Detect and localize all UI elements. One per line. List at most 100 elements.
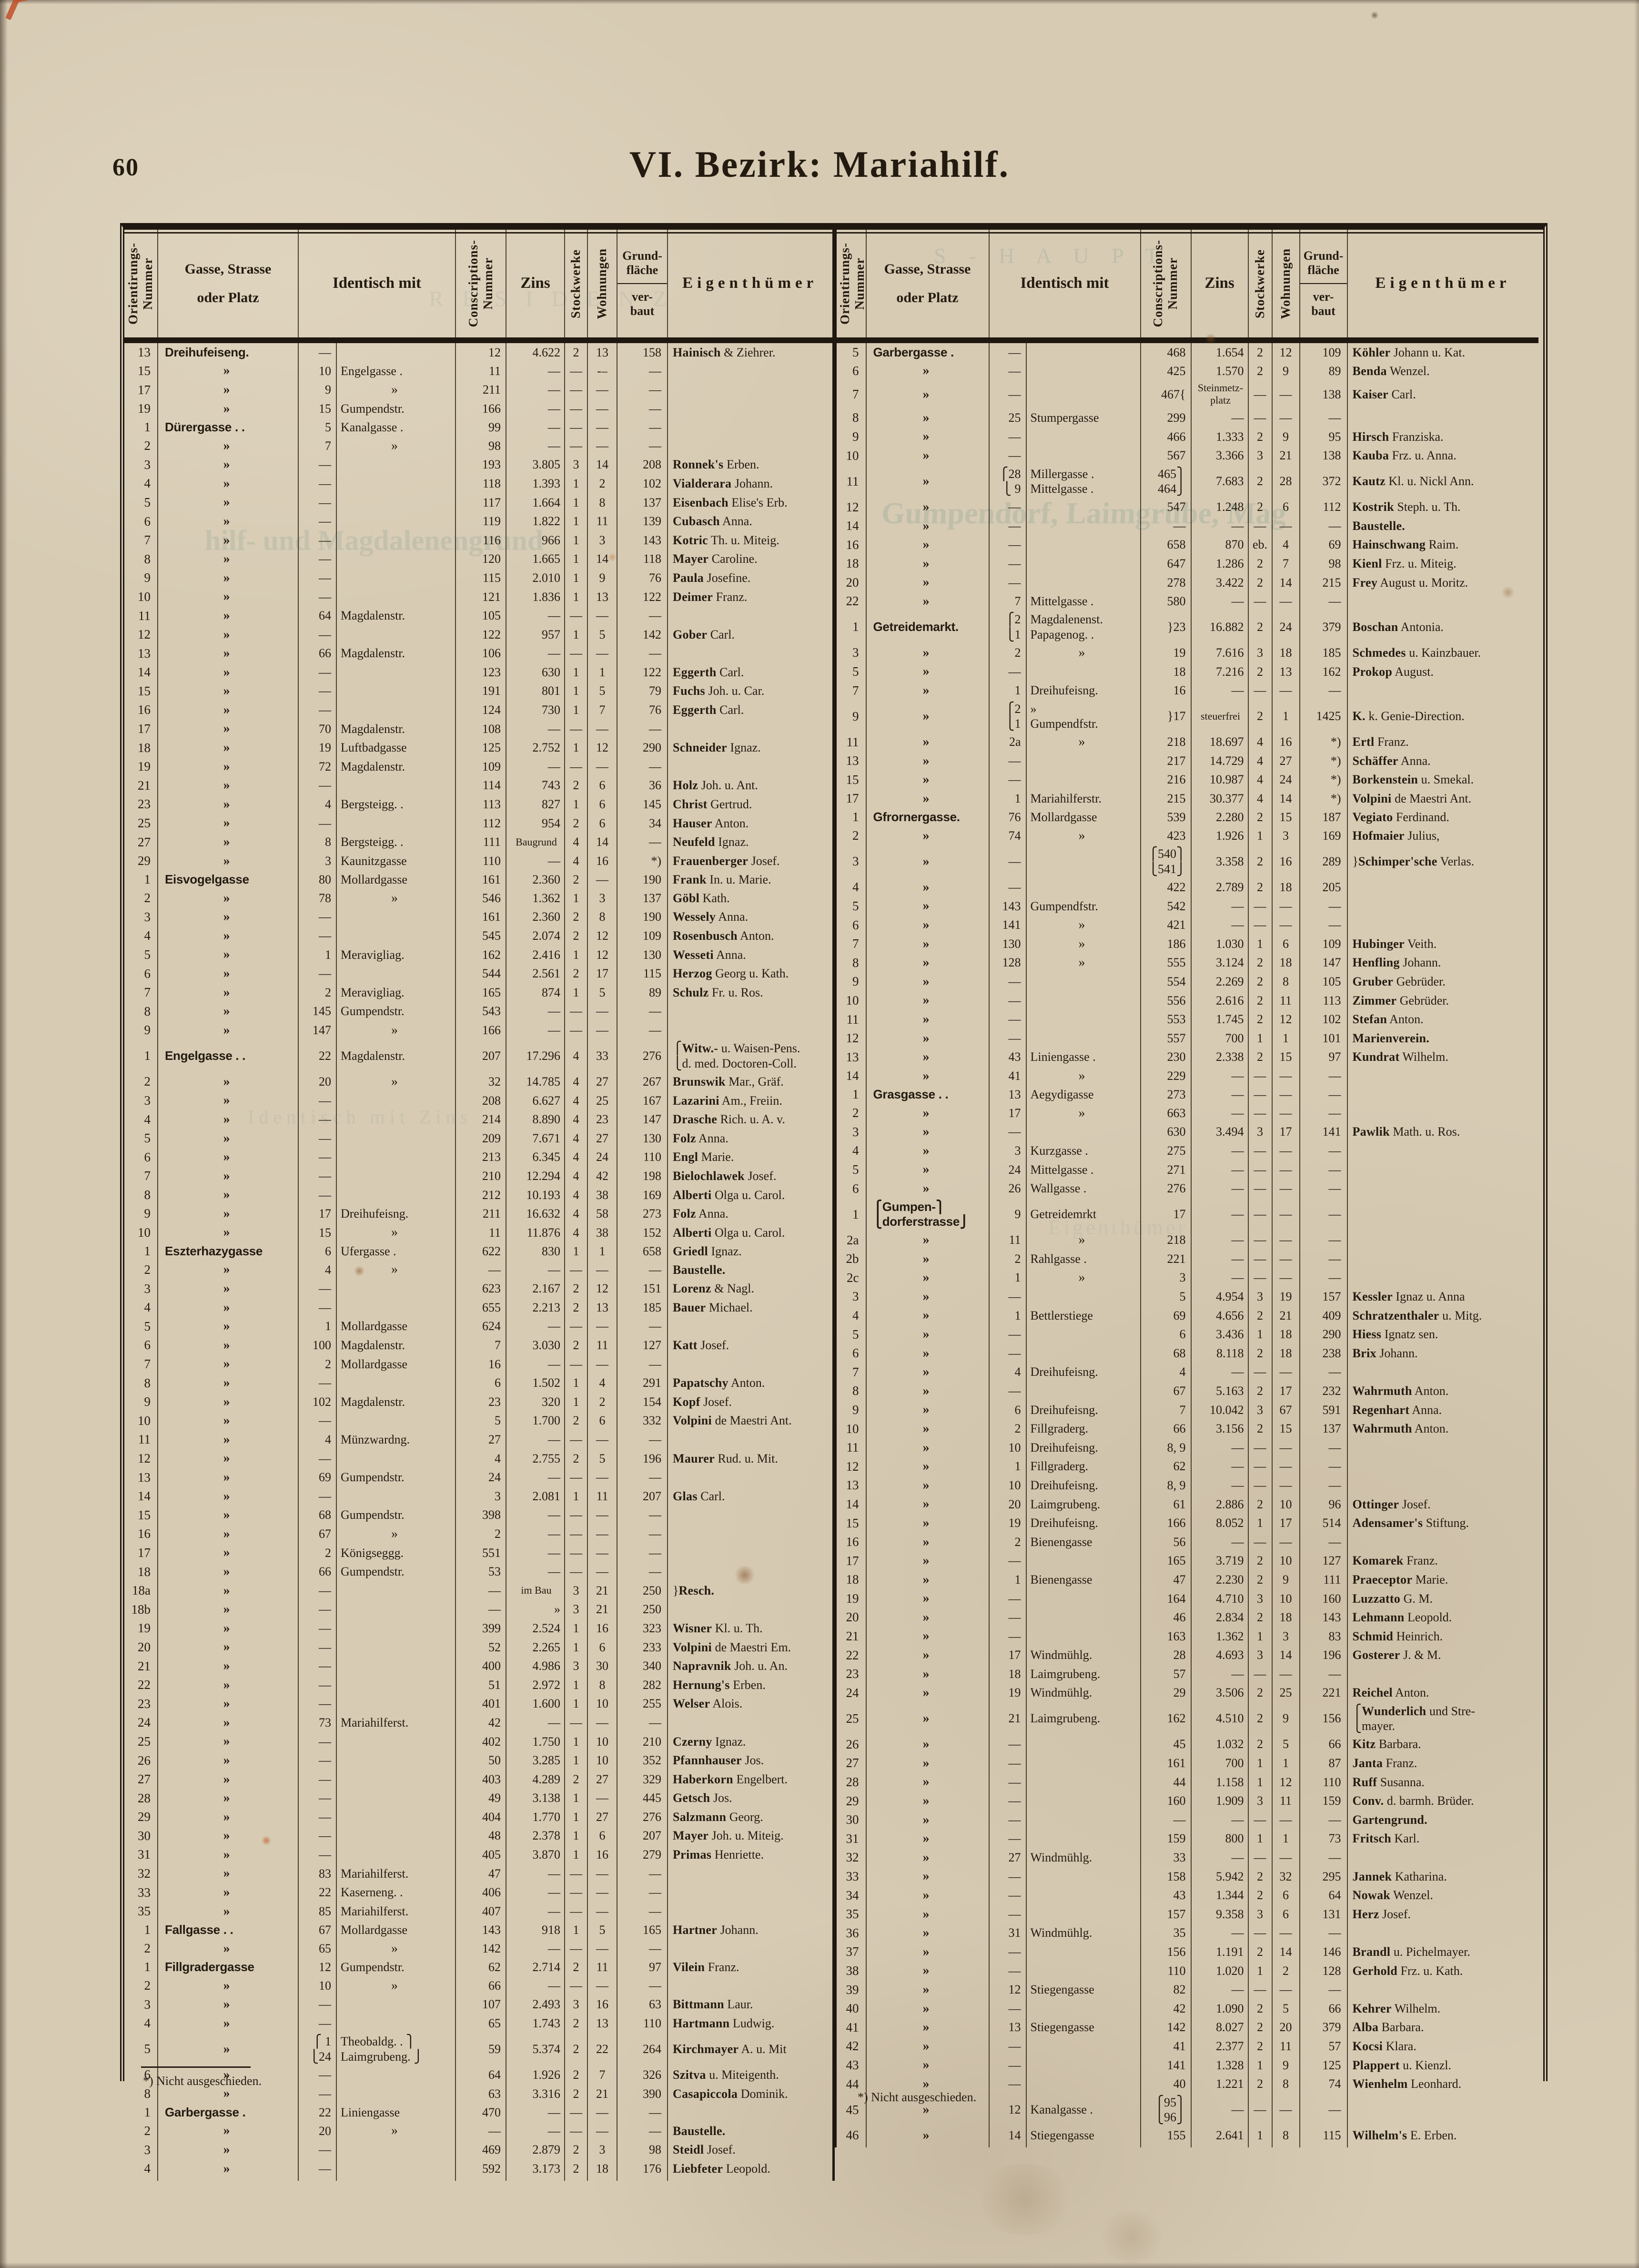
- table-row: 15» 10 Engelgasse . 11— — -– —: [124, 361, 833, 380]
- table-row: 27» 8 Bergsteigg. . 111 Baugrund 4 14— Neufeld …: [124, 833, 833, 852]
- cell-stock: 3: [1247, 1122, 1272, 1141]
- cell-cons: 56: [1140, 1532, 1191, 1552]
- cell-cons: 547: [1140, 497, 1191, 517]
- cell-orient: 5: [852, 345, 859, 359]
- cell-stock: 2: [564, 2033, 587, 2065]
- table-row: 11» 2a» 218 18.697 4 16 *) Ertl Franz.: [836, 732, 1538, 752]
- cell-street: »: [157, 1468, 298, 1487]
- cell-cons: 52: [455, 1637, 506, 1657]
- cell-empty: [667, 2178, 833, 2181]
- cell-street: »: [157, 1675, 298, 1695]
- cell-zins: 1.822: [506, 511, 565, 531]
- cell-flaeche: *): [617, 851, 668, 871]
- cell-wohn: 38: [587, 1223, 617, 1242]
- cell-flaeche: —: [617, 1543, 668, 1562]
- cell-orient: 25: [138, 1734, 151, 1749]
- col-header-gasse: Gasse, Strasse oder Platz: [157, 230, 298, 343]
- cell-wohn: 4: [1271, 535, 1300, 554]
- cell-stock: —: [564, 361, 587, 380]
- cell-owner: [667, 1713, 833, 1732]
- cell-orient: 14: [138, 1489, 151, 1504]
- table-row: 5» 24 Mittelgasse . 271— — — —: [836, 1160, 1538, 1180]
- cell-orient: 1: [144, 1048, 151, 1063]
- cell-street: »: [865, 516, 989, 536]
- cell-num: 10: [988, 1438, 1026, 1457]
- cell-wohn: —: [1271, 1141, 1300, 1160]
- cell-orient: 44: [846, 2076, 859, 2091]
- table-row: 12» 1 Fillgraderg. 62— — — —: [836, 1457, 1538, 1476]
- cell-street: »: [865, 751, 989, 771]
- cell-num: 43: [988, 1048, 1026, 1067]
- cell-flaeche: 152: [617, 1223, 668, 1242]
- cell-zins: —: [506, 644, 565, 663]
- cell-flaeche: 34: [617, 814, 668, 833]
- table-row: 16» —124 730 1 7 76 Eggerth Carl.: [124, 700, 833, 720]
- cell-stock: 4: [564, 1109, 587, 1129]
- cell-orient: 25: [846, 1711, 859, 1726]
- cell-cons: 23: [455, 1392, 506, 1412]
- table-filler-row: [836, 2145, 1538, 2148]
- cell-cons: 142: [1140, 2018, 1191, 2037]
- cell-owner: Conv. d. barmh. Brüder.: [1346, 1791, 1538, 1810]
- cell-num: 27: [988, 1848, 1026, 1867]
- cell-owner: }Resch.: [667, 1581, 833, 1600]
- cell-zins: 1.770: [506, 1807, 565, 1827]
- cell-stock: 1: [564, 1845, 587, 1864]
- cell-stock: 1: [564, 738, 587, 757]
- cell-zins: 10.193: [506, 1185, 565, 1204]
- cell-flaeche: —: [617, 644, 668, 663]
- cell-owner: Janta Franz.: [1346, 1753, 1538, 1773]
- cell-flaeche: —: [617, 1430, 668, 1449]
- cell-num: 20: [298, 2121, 336, 2140]
- cell-wohn: 18: [1271, 877, 1300, 897]
- cell-cons: 230: [1140, 1048, 1191, 1067]
- cell-owner: Neufeld Ignaz.: [667, 833, 833, 852]
- cell-stock: 3: [1247, 1646, 1272, 1665]
- cell-cons: 421: [1140, 915, 1191, 935]
- cell-wohn: 17: [1271, 1122, 1300, 1141]
- table-row: 1 Gfrornergasse. 76 Mollardgasse 539 2.280 2 15…: [836, 808, 1538, 826]
- cell-owner: [667, 1864, 833, 1883]
- cell-cons: 6: [1140, 1324, 1191, 1344]
- cell-num: —: [298, 1373, 336, 1393]
- cell-owner: Vialderara Johann.: [667, 474, 833, 493]
- cell-wohn: 17: [1271, 1381, 1300, 1401]
- cell-orient: 20: [846, 575, 859, 590]
- cell-zins: —: [506, 380, 565, 399]
- cell-orient: 4: [144, 2161, 151, 2176]
- cell-zins: 5.942: [1190, 1867, 1248, 1886]
- cell-identisch: Stiegengasse: [1025, 1980, 1141, 1999]
- cell-zins: Steinmetz-platz: [1190, 380, 1248, 408]
- cell-orient: 21: [846, 1629, 859, 1644]
- cell-zins: 918: [506, 1921, 565, 1939]
- cell-empty: [506, 2178, 565, 2181]
- cell-zins: 2.360: [506, 870, 565, 889]
- cell-identisch: [1025, 1551, 1141, 1570]
- cell-identisch: »: [1025, 1066, 1141, 1086]
- header-row: Orientirungs- Nummer Gasse, Strasse oder …: [835, 230, 1538, 343]
- cell-street: »: [157, 1995, 298, 2014]
- cell-flaeche: 115: [617, 964, 668, 983]
- cell-owner: [1346, 1085, 1538, 1104]
- cell-street: »: [157, 1732, 298, 1751]
- cell-identisch: Liniengasse: [336, 2103, 455, 2122]
- cell-owner: Nowak Wenzel.: [1346, 1885, 1538, 1905]
- cell-wohn: —: [587, 1883, 617, 1902]
- cell-cons: 27: [455, 1430, 506, 1449]
- table-row: 8» —120 1.665 1 14 118 Mayer Caroline.: [124, 549, 833, 569]
- cell-flaeche: 390: [617, 2084, 668, 2103]
- table-row: 32» 27 Windmühlg. 33— — — —: [836, 1848, 1538, 1867]
- cell-wohn: —: [1271, 1475, 1300, 1495]
- table-row: 18» 66 Gumpendstr. 53— — — —: [124, 1562, 833, 1581]
- table-row: 1 Engelgasse . . 22 Magdalenstr. 207 17.296 4 3…: [124, 1039, 833, 1072]
- cell-wohn: 6: [587, 1411, 617, 1430]
- cell-num: —: [298, 493, 336, 512]
- cell-wohn: —: [1271, 1848, 1300, 1867]
- cell-flaeche: 162: [1299, 662, 1347, 681]
- cell-identisch: »: [1025, 915, 1141, 935]
- cell-orient: 17: [138, 722, 151, 736]
- cell-owner: Baustelle.: [667, 2121, 833, 2140]
- table-row: 7» 130» 186 1.030 1 6 109 Hubinger Veith.: [836, 934, 1538, 954]
- cell-flaeche: 221: [1299, 1683, 1347, 1702]
